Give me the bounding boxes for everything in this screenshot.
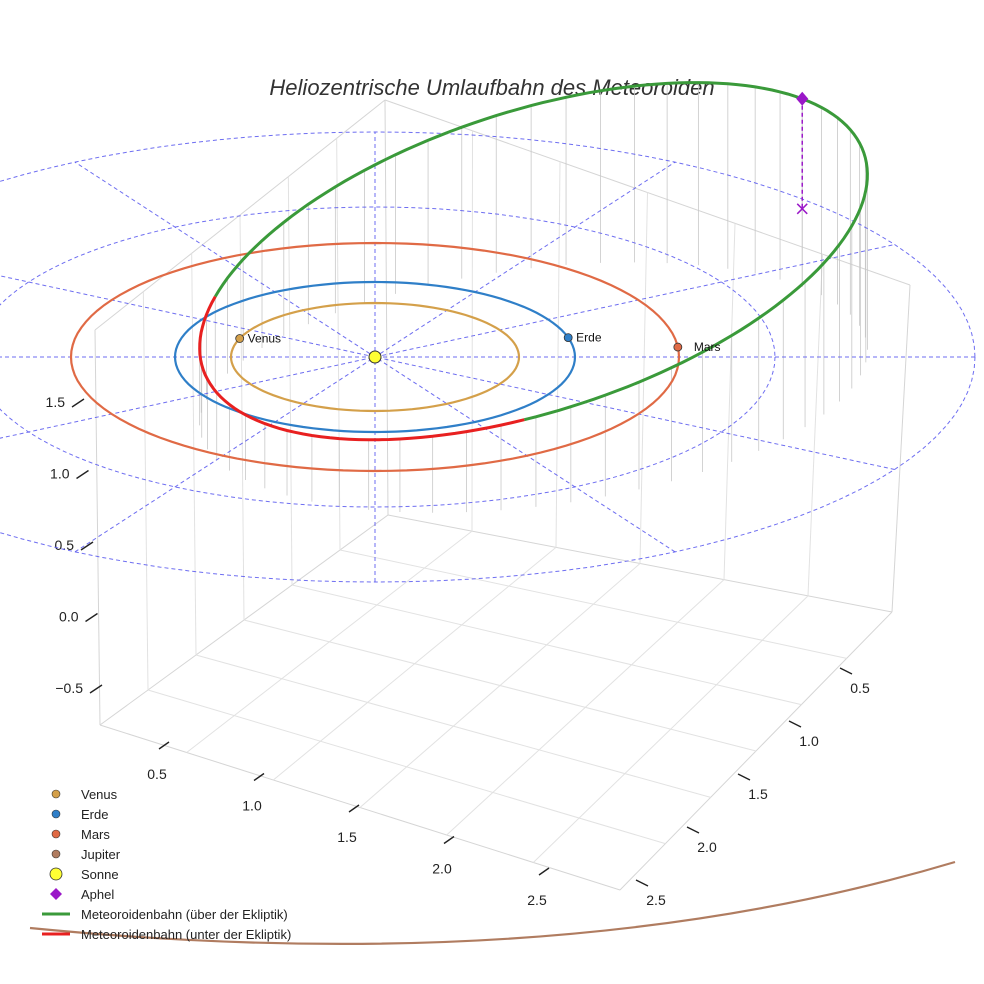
marker-mars [673, 342, 683, 352]
planet-orbits [29, 241, 956, 945]
legend-label: Mars [81, 827, 110, 842]
x-tick-label: 1.0 [242, 798, 262, 814]
y-tick-mark [635, 879, 649, 887]
x-tick-mark [253, 772, 265, 782]
wall-grid-line [239, 214, 245, 621]
orbit-erde [173, 280, 577, 434]
marker-venus [235, 334, 245, 343]
legend-swatch [51, 789, 61, 799]
z-tick-label: −0.5 [55, 680, 83, 696]
z-tick-mark [71, 398, 85, 408]
x-tick-mark [348, 804, 360, 813]
legend-swatch [50, 888, 62, 900]
z-tick-label: 1.0 [50, 466, 70, 482]
ecliptic-circle [0, 131, 976, 583]
marker-erde [563, 333, 573, 342]
legend-label: Venus [81, 787, 118, 802]
legend-label: Aphel [81, 887, 114, 902]
aphel-projection-marker [796, 203, 808, 215]
x-tick-label: 2.0 [432, 861, 452, 877]
meteoroid-orbit [198, 81, 869, 442]
wall-grid-line [555, 161, 561, 548]
y-tick-mark [737, 773, 751, 781]
wall-grid-line [142, 291, 149, 691]
planet-markers: Venus Erde Mars [235, 331, 721, 364]
chart-title: Heliozentrische Umlaufbahn des Meteoroid… [269, 75, 714, 100]
wall-grid-line [471, 130, 473, 532]
label-venus: Venus [248, 332, 281, 346]
wall-grid-line [191, 253, 197, 656]
floor-grid-line [291, 584, 802, 706]
legend-label: Meteoroidenbahn (über der Ekliptik) [81, 907, 288, 922]
box-edge-3 [384, 99, 389, 516]
orbit-venus [229, 301, 521, 413]
wall-grid-line [639, 192, 648, 564]
legend-label: Erde [81, 807, 108, 822]
z-tick-label: 0.0 [59, 609, 79, 625]
y-tick-label: 1.5 [748, 786, 768, 802]
meteoroid-orbit-above [214, 81, 803, 298]
legend-label: Meteoroidenbahn (unter der Ekliptik) [81, 927, 291, 942]
floor-grid-line [532, 595, 809, 863]
orbit-mars [69, 241, 681, 473]
y-tick-label: 1.0 [799, 733, 819, 749]
z-tick-mark [76, 469, 89, 480]
floor-grid-line [359, 563, 641, 808]
axis-ticks: −0.5 0.0 0.5 1.0 1.5 0.5 1.0 1.5 2.0 2.5 0.5 1.0 1.5… [46, 394, 870, 908]
label-mars: Mars [694, 340, 721, 354]
floor-grid-line [446, 579, 725, 836]
orbit-droplines [199, 82, 868, 513]
y-tick-label: 2.5 [646, 892, 666, 908]
y-tick-mark [839, 667, 853, 675]
ecliptic-radial-line [0, 244, 895, 439]
x-tick-label: 2.5 [527, 892, 547, 908]
legend-swatch [51, 829, 61, 839]
z-tick-mark [89, 684, 103, 694]
legend: Venus Erde Mars Jupiter Sonne Aphel Meteoroide… [42, 787, 291, 942]
orbit-jupiter [29, 860, 956, 945]
x-tick-label: 0.5 [147, 766, 167, 782]
box-edge-4 [891, 284, 911, 613]
x-tick-mark [158, 741, 170, 750]
legend-swatch [51, 849, 61, 859]
z-tick-mark [80, 541, 94, 551]
x-tick-label: 1.5 [337, 829, 357, 845]
z-tick-label: 0.5 [55, 537, 75, 553]
sun-marker [368, 350, 382, 364]
x-tick-mark [443, 835, 455, 845]
legend-swatch [51, 809, 61, 819]
legend-swatch [49, 867, 63, 881]
y-tick-label: 0.5 [850, 680, 870, 696]
x-tick-mark [538, 867, 550, 876]
y-tick-mark [686, 826, 700, 834]
legend-label: Jupiter [81, 847, 121, 862]
meteoroid-orbit-above [523, 97, 869, 422]
y-tick-label: 2.0 [697, 839, 717, 855]
z-tick-mark [85, 612, 98, 623]
meteoroid-orbit-below [198, 295, 525, 442]
label-erde: Erde [576, 331, 602, 345]
z-tick-label: 1.5 [46, 394, 66, 410]
wall-grid-line [723, 223, 736, 580]
wall-grid-line [807, 254, 823, 596]
y-tick-mark [788, 720, 802, 728]
ecliptic-radial-line [0, 275, 895, 470]
wall-grid-line [287, 176, 293, 586]
aphel-marker [796, 91, 809, 106]
legend-label: Sonne [81, 867, 119, 882]
box-edge-2 [94, 329, 101, 726]
